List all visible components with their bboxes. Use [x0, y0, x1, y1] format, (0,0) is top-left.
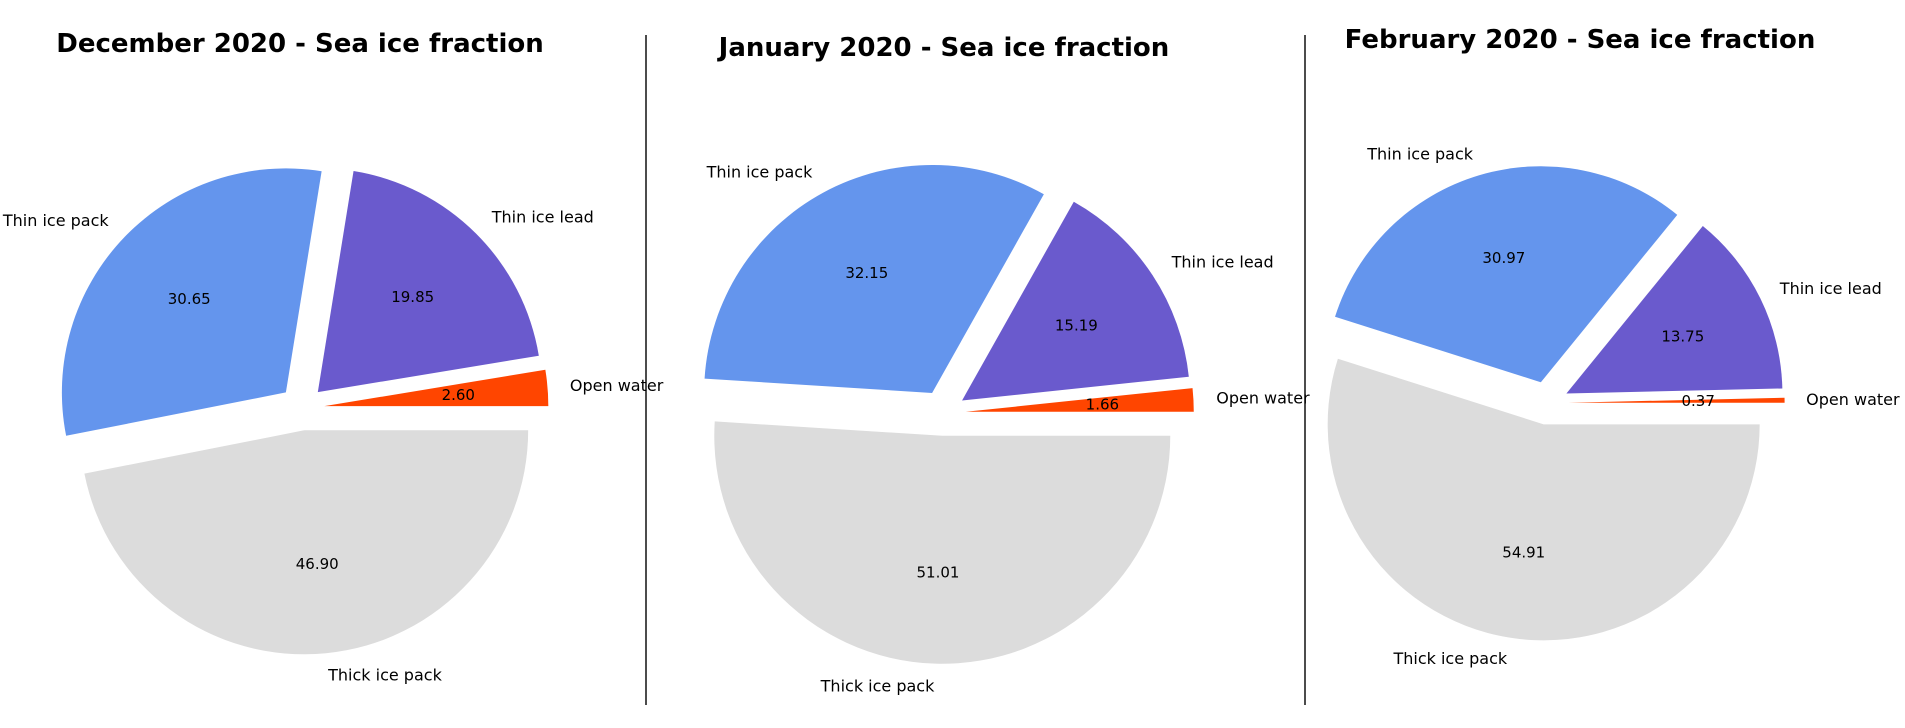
slice-category-label: Thin ice lead: [491, 208, 594, 227]
pie-slice-thick-ice-pack: [1327, 358, 1760, 641]
pie-slice-thin-ice-lead: [317, 171, 539, 393]
slice-value-label: 46.90: [296, 555, 339, 573]
slice-value-label: 54.91: [1502, 543, 1545, 561]
pie-slice-open-water: [1568, 397, 1785, 403]
slice-category-label: Thin ice lead: [1171, 253, 1274, 272]
pie-slice-thick-ice-pack: [84, 430, 529, 655]
pie-panel-january-2020: January 2020 - Sea ice fraction 1.66 Open…: [704, 33, 1310, 695]
pie-slice-open-water: [965, 388, 1194, 412]
slice-category-label: Open water: [1216, 389, 1310, 408]
slice-value-label: 19.85: [391, 288, 434, 306]
slice-category-label: Open water: [1806, 390, 1900, 409]
slice-category-label: Thin ice pack: [1366, 145, 1474, 164]
pie-slice-thin-ice-pack: [61, 168, 322, 436]
slice-value-label: 1.66: [1086, 396, 1119, 414]
slice-category-label: Thick ice pack: [1392, 649, 1507, 668]
slice-category-label: Thick ice pack: [327, 666, 442, 685]
chart-title: January 2020 - Sea ice fraction: [717, 33, 1170, 63]
pie-slice-thin-ice-lead: [1566, 226, 1783, 394]
slice-value-label: 13.75: [1661, 328, 1704, 346]
slice-category-label: Thin ice pack: [706, 163, 814, 182]
slice-value-label: 30.65: [168, 290, 211, 308]
pie-panel-february-2020: February 2020 - Sea ice fraction 0.37 Ope…: [1327, 25, 1900, 668]
slice-value-label: 30.97: [1482, 249, 1525, 267]
slice-value-label: 0.37: [1681, 392, 1714, 410]
slice-category-label: Open water: [570, 376, 664, 395]
chart-title: December 2020 - Sea ice fraction: [56, 29, 544, 59]
pie-slice-thin-ice-lead: [962, 201, 1189, 401]
pie-panel-december-2020: December 2020 - Sea ice fraction 2.60 Ope…: [2, 29, 664, 685]
slice-category-label: Thin ice lead: [1779, 279, 1882, 298]
pie-slice-thick-ice-pack: [714, 421, 1171, 664]
slice-value-label: 15.19: [1055, 316, 1098, 334]
pie-slice-open-water: [324, 369, 549, 407]
pie-slice-thin-ice-pack: [1335, 166, 1678, 383]
slice-value-label: 32.15: [845, 264, 888, 282]
slice-value-label: 51.01: [916, 564, 959, 582]
slice-category-label: Thick ice pack: [820, 676, 935, 695]
slice-category-label: Thin ice pack: [2, 211, 110, 230]
pie-slice-thin-ice-pack: [704, 164, 1044, 393]
chart-title: February 2020 - Sea ice fraction: [1345, 25, 1816, 55]
slice-value-label: 2.60: [442, 386, 475, 404]
